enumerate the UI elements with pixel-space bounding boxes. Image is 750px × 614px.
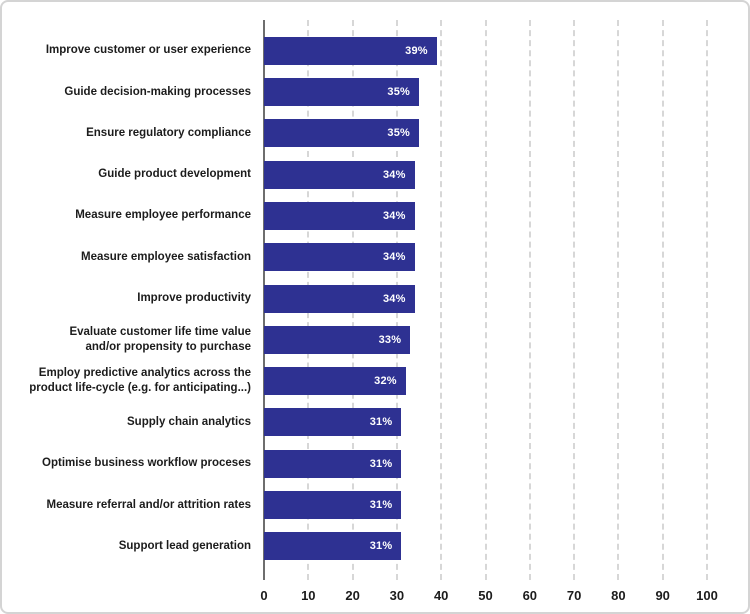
bar-value-label: 32%: [374, 375, 397, 388]
bar-value-label: 33%: [378, 333, 402, 346]
bar-track: 34%: [264, 284, 707, 313]
bar-track: 33%: [264, 325, 707, 354]
bar: 35%: [264, 119, 420, 148]
gridline: [484, 20, 487, 580]
x-tick-label: 20: [345, 588, 360, 603]
bar-row: Guide product development 34%: [2, 154, 707, 195]
gridline: [440, 20, 443, 580]
bar-row: Guide decision-making processes 35%: [2, 71, 707, 112]
bar-value-label: 31%: [369, 457, 393, 470]
category-label: Employ predictive analytics across the p…: [29, 367, 251, 395]
bar-value-label: 31%: [369, 499, 393, 512]
bar: 34%: [264, 160, 415, 189]
bar: 32%: [264, 367, 406, 396]
gridline: [617, 20, 620, 580]
bar: 34%: [264, 243, 415, 272]
bar-rows: Improve customer or user experience 39% …: [2, 30, 707, 567]
bar: 35%: [264, 77, 420, 106]
bar-value-label: 35%: [387, 85, 411, 98]
x-tick-label: 50: [478, 588, 493, 603]
bar-track: 35%: [264, 119, 707, 148]
x-tick-label: 10: [301, 588, 316, 603]
bar-row: Supply chain analytics 31%: [2, 402, 707, 443]
bar-row: Employ predictive analytics across the p…: [2, 361, 707, 402]
bar-row: Measure employee performance 34%: [2, 195, 707, 236]
category-label: Measure employee satisfaction: [80, 250, 251, 263]
bar-track: 35%: [264, 77, 707, 106]
category-label: Measure employee performance: [75, 209, 251, 222]
bar-row: Support lead generation 31%: [2, 526, 707, 567]
gridline: [573, 20, 576, 580]
bar: 31%: [264, 408, 402, 437]
category-label: Supply chain analytics: [127, 416, 251, 428]
bar-track: 32%: [264, 367, 707, 396]
x-tick-label: 70: [566, 588, 582, 603]
bar-track: 31%: [264, 449, 707, 478]
gridline: [661, 20, 664, 580]
bar-row: Improve customer or user experience 39%: [2, 30, 707, 71]
category-label: Guide product development: [98, 168, 251, 181]
bar-track: 34%: [264, 243, 707, 272]
bar-track: 39%: [264, 36, 707, 65]
category-label: Improve customer or user experience: [45, 44, 251, 57]
bar-value-label: 31%: [369, 540, 393, 553]
category-label: Improve productivity: [137, 292, 251, 305]
bar-row: Measure referral and/or attrition rates …: [2, 484, 707, 525]
bar-row: Improve productivity 34%: [2, 278, 707, 319]
x-tick-label: 0: [260, 588, 268, 603]
x-tick-label: 40: [433, 588, 449, 603]
bar: 33%: [264, 325, 411, 354]
category-label: Guide decision-making processes: [64, 85, 251, 98]
bar-row: Optimise business workflow proceses 31%: [2, 443, 707, 484]
bar-value-label: 39%: [405, 44, 428, 57]
bar: 34%: [264, 201, 415, 230]
bar: 39%: [264, 36, 437, 65]
category-label: Measure referral and/or attrition rates: [46, 498, 251, 511]
category-label: Optimise business workflow proceses: [42, 457, 251, 470]
bar-row: Evaluate customer life time value and/or…: [2, 319, 707, 360]
bar: 31%: [264, 491, 402, 520]
bar-value-label: 34%: [382, 251, 406, 264]
bar-track: 34%: [264, 201, 707, 230]
bar-row: Measure employee satisfaction 34%: [2, 237, 707, 278]
bar: 34%: [264, 284, 415, 313]
bar-track: 31%: [264, 408, 707, 437]
x-tick-label: 60: [522, 588, 538, 603]
bar-value-label: 34%: [382, 168, 406, 181]
category-label: Evaluate customer life time value and/or…: [69, 325, 251, 353]
bar-value-label: 35%: [387, 127, 411, 140]
bar-value-label: 31%: [369, 416, 393, 429]
bar-track: 31%: [264, 491, 707, 520]
x-tick-label: 30: [389, 588, 405, 603]
category-label: Support lead generation: [118, 539, 251, 552]
gridline: [706, 20, 708, 580]
bar-row: Ensure regulatory compliance 35%: [2, 113, 707, 154]
gridline: [528, 20, 531, 580]
category-label: Ensure regulatory compliance: [86, 126, 251, 139]
x-tick-label: 80: [611, 588, 626, 603]
bar: 31%: [264, 449, 402, 478]
bar-value-label: 34%: [382, 292, 406, 305]
x-tick-label: 90: [655, 588, 670, 603]
x-tick-label: 100: [696, 588, 718, 603]
bar-value-label: 34%: [382, 209, 406, 222]
bar-track: 31%: [264, 532, 707, 561]
bar: 31%: [264, 532, 402, 561]
bar-track: 34%: [264, 160, 707, 189]
x-axis: 0 10 20 30 40 50 60 70 80 90 100: [260, 588, 717, 608]
